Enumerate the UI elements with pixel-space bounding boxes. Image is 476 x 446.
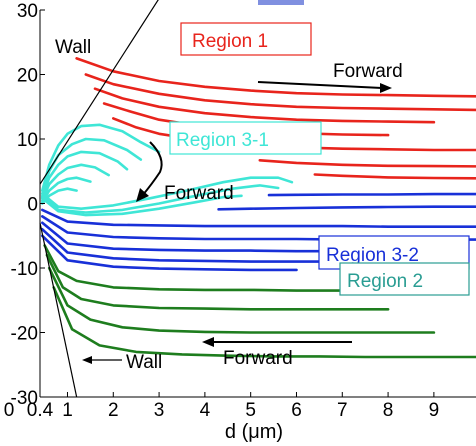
y-tick-label: -10 — [11, 259, 38, 280]
trajectory-region31-13 — [41, 176, 294, 210]
wall-line-0 — [39, 0, 159, 185]
x-tick-label: 6 — [291, 400, 302, 421]
trajectory-region2-24 — [45, 253, 390, 311]
forward-top-arrow — [257, 81, 383, 89]
y-tick-label: 0 — [27, 195, 38, 216]
forward-mid-arrowhead — [136, 188, 149, 202]
walls-layer — [39, 0, 159, 398]
region32-label: Region 3-2 — [326, 245, 419, 266]
trajectory-region31-7 — [41, 123, 161, 192]
x-tick-label: 5 — [245, 400, 256, 421]
trajectory-region32-16 — [41, 208, 476, 228]
forward-mid-label: Forward — [164, 183, 234, 204]
trajectory-region32-20 — [41, 234, 298, 272]
wall-bottom-arrowhead — [82, 356, 92, 364]
region31-box — [169, 121, 322, 155]
x-tick-label: 8 — [383, 400, 394, 421]
x-tick-label: 4 — [200, 400, 211, 421]
trajectory-region31-9 — [41, 150, 129, 199]
x-tick-label: 3 — [154, 400, 165, 421]
y-tick-label: 10 — [17, 130, 38, 151]
y-tick-label: 20 — [17, 66, 38, 87]
trajectory-region31-8 — [41, 137, 143, 196]
trajectory-region31-11 — [41, 176, 92, 204]
trajectory-region1-2 — [93, 87, 436, 124]
x-tick-label: 0 — [4, 400, 15, 421]
trajectory-region32-22 — [217, 205, 476, 211]
trajectory-region32-21 — [267, 192, 476, 197]
trajectory-region2-25 — [47, 266, 436, 334]
region1-label: Region 1 — [192, 31, 268, 52]
trajectory-region1-0 — [75, 57, 476, 98]
curves-layer — [41, 57, 476, 359]
trajectory-region1-5 — [258, 159, 476, 168]
y-tick-label: -30 — [11, 388, 38, 409]
x-tick-label: 2 — [108, 400, 119, 421]
region2-box — [339, 262, 470, 296]
x-tick-label: 0.4 — [27, 400, 54, 421]
forward-bottom-arrowhead — [202, 337, 214, 347]
y-tick-label: 30 — [17, 1, 38, 22]
x-tick-label: 7 — [337, 400, 348, 421]
y-tick-label: -20 — [11, 324, 38, 345]
trajectory-region31-14 — [41, 184, 280, 214]
x-tick-label: 9 — [429, 400, 440, 421]
logo-fragment — [258, 0, 304, 5]
forward-top-label: Forward — [333, 61, 403, 82]
trajectory-region2-26 — [52, 286, 476, 359]
region2-label: Region 2 — [347, 271, 423, 292]
trajectory-region2-23 — [43, 244, 344, 292]
wall-line-1 — [39, 222, 78, 398]
wall-top-label: Wall — [55, 37, 91, 58]
forward-top-arrowhead — [380, 83, 392, 93]
region31-label: Region 3-1 — [176, 130, 269, 151]
region1-box — [180, 22, 312, 56]
trajectory-region1-1 — [84, 73, 476, 112]
trajectory-region31-15 — [41, 194, 243, 217]
forward-mid-arrow — [141, 141, 163, 197]
forward-bottom-label: Forward — [223, 348, 293, 369]
trajectory-region1-6 — [313, 173, 476, 180]
wall-bottom-label: Wall — [126, 352, 162, 373]
trajectory-region31-10 — [41, 163, 110, 202]
x-ticks: 0 0.4 1 2 3 4 5 6 7 8 9 — [4, 392, 439, 421]
y-ticks: 30 20 10 0 -10 -20 -30 — [11, 1, 45, 409]
x-tick-label: 1 — [62, 400, 73, 421]
x-axis-label: d (μm) — [225, 421, 283, 443]
